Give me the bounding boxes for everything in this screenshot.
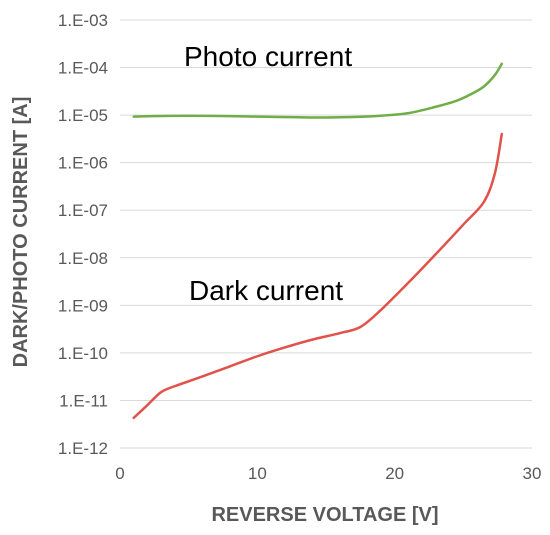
x-tick-label: 30 (523, 464, 542, 483)
x-tick-label: 10 (248, 464, 267, 483)
x-axis-title: REVERSE VOLTAGE [V] (211, 504, 438, 526)
y-tick-label: 1.E-12 (58, 439, 108, 458)
y-tick-label: 1.E-11 (59, 391, 108, 410)
series-lines (132, 62, 504, 420)
x-tick-label: 20 (385, 464, 404, 483)
annotation-dark-current: Dark current (189, 275, 343, 306)
y-tick-label: 1.E-08 (58, 249, 108, 268)
y-tick-label: 1.E-09 (58, 296, 108, 315)
y-axis-title: DARK/PHOTO CURRENT [A] (10, 97, 32, 368)
y-tick-label: 1.E-05 (58, 106, 108, 125)
x-tick-labels: 0 10 20 30 (115, 464, 541, 483)
y-tick-label: 1.E-07 (58, 201, 108, 220)
y-tick-label: 1.E-10 (58, 344, 108, 363)
y-tick-label: 1.E-04 (58, 59, 108, 78)
y-tick-label: 1.E-03 (58, 11, 108, 30)
y-tick-labels: 1.E-12 1.E-11 1.E-10 1.E-09 1.E-08 1.E-07 1.E-… (58, 11, 108, 458)
series-line-dark (132, 132, 504, 420)
x-tick-label: 0 (115, 464, 124, 483)
series-line-photo (132, 62, 504, 119)
y-tick-label: 1.E-06 (58, 154, 108, 173)
gridlines (120, 19, 532, 449)
annotation-photo-current: Photo current (184, 41, 352, 72)
